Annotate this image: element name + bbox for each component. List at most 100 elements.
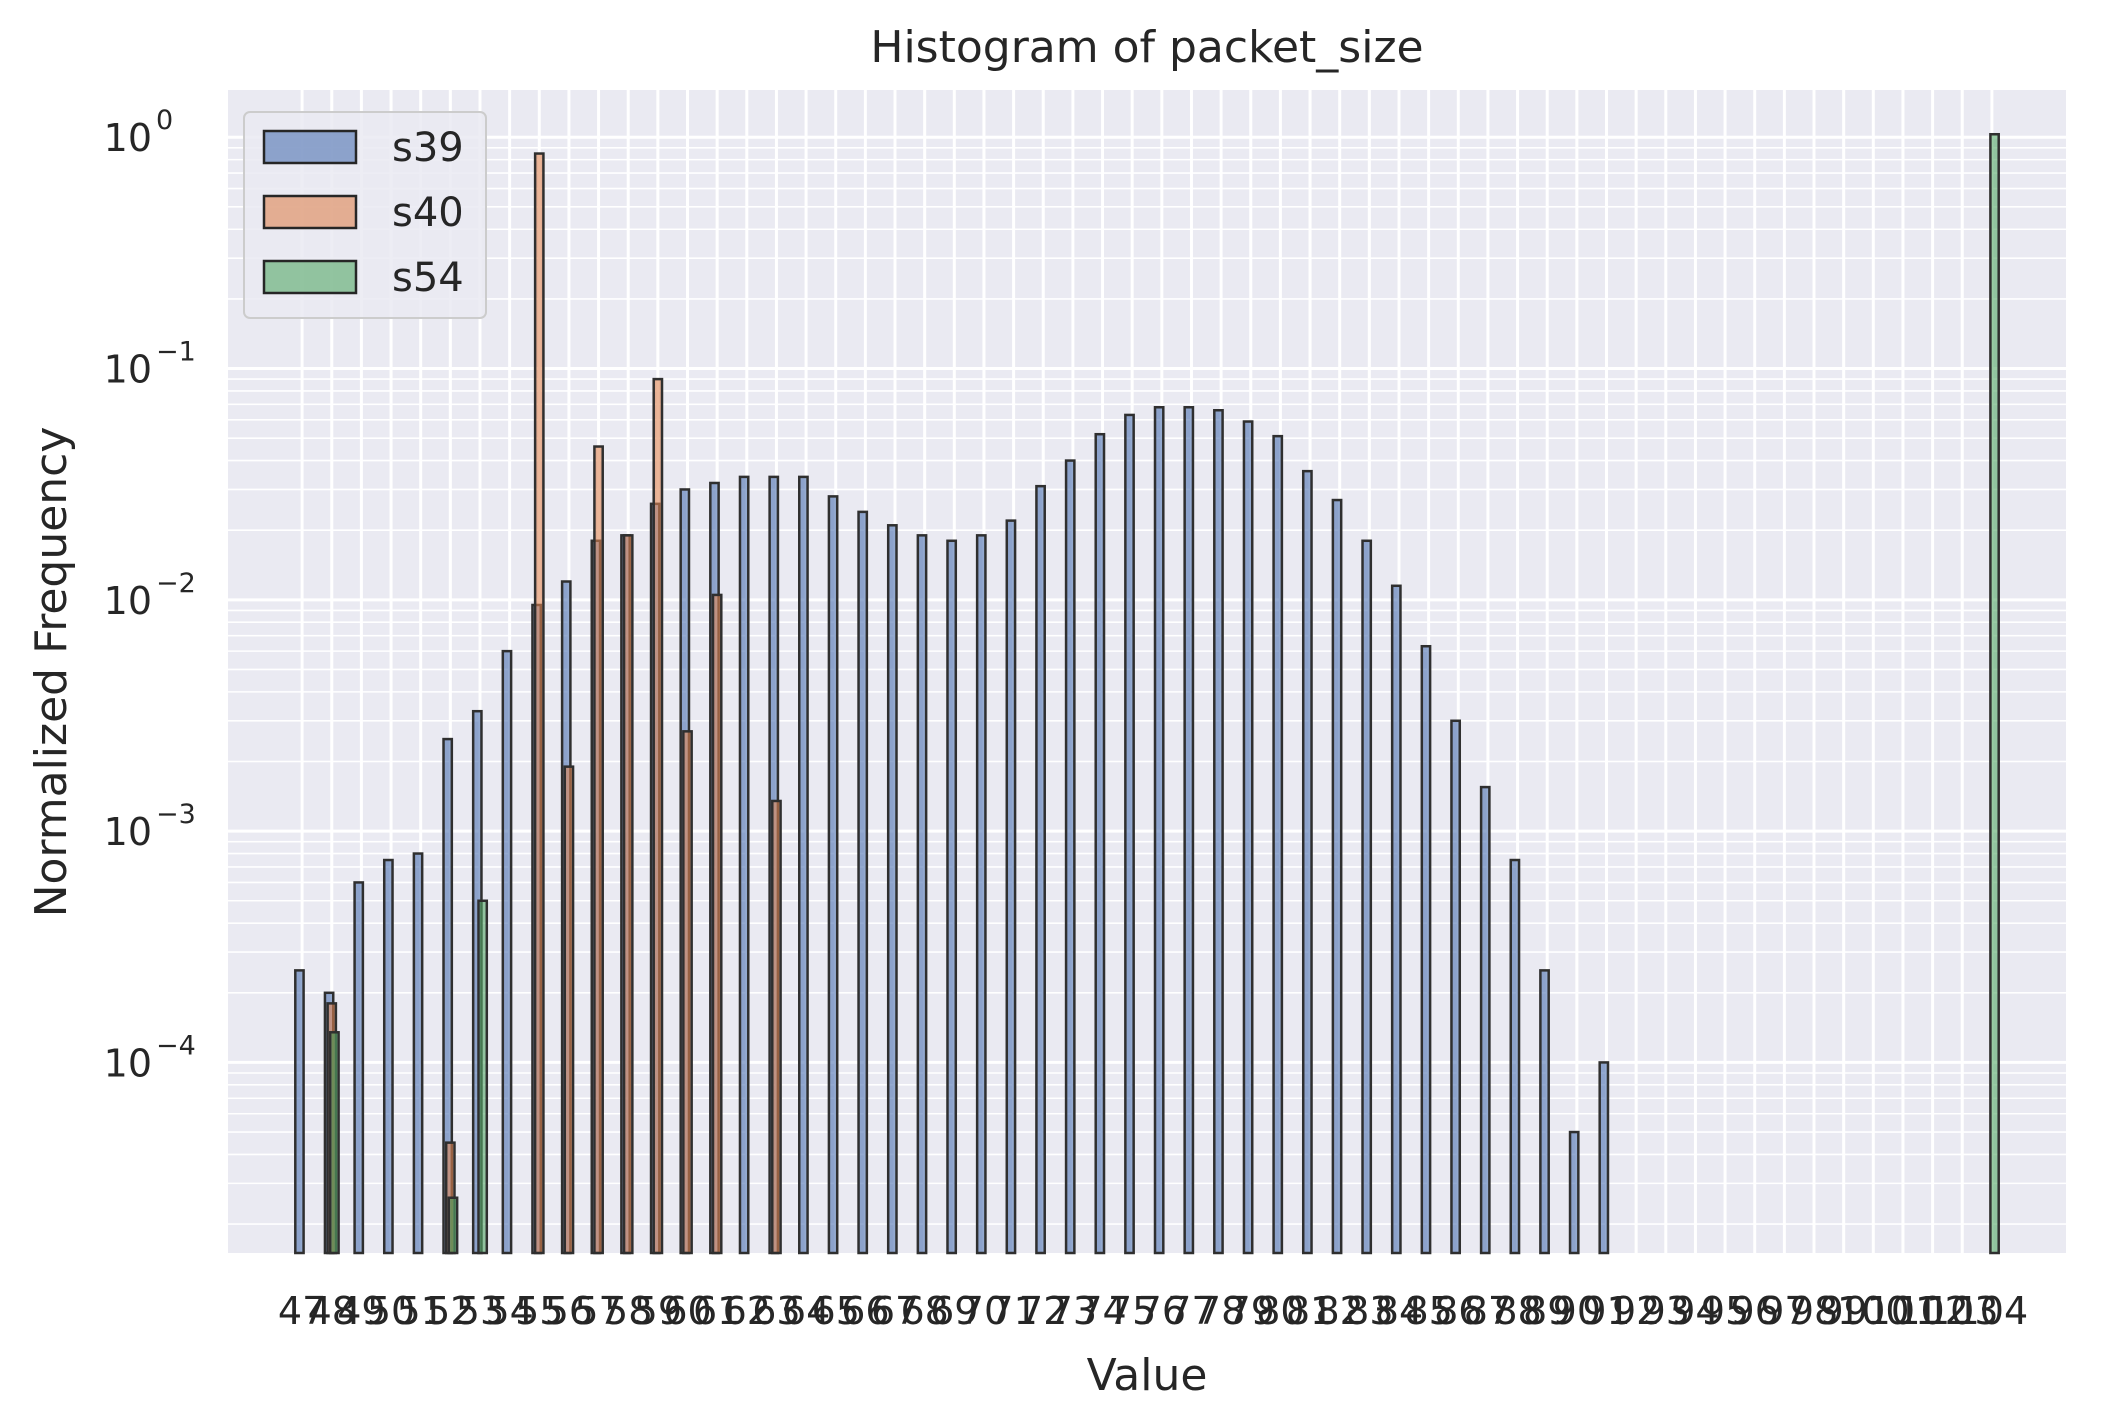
x-tick-labels: 4748495051525354555657585960616263646566… — [278, 1289, 2028, 1333]
bar-s39 — [1390, 584, 1402, 1255]
x-tick-label: 74 — [1078, 1289, 1126, 1333]
x-tick-label: 49 — [337, 1289, 385, 1333]
x-tick-label: 78 — [1197, 1289, 1245, 1333]
x-tick-label: 66 — [841, 1289, 889, 1333]
x-tick-label: 63 — [752, 1289, 800, 1333]
bar-s39 — [1450, 719, 1462, 1255]
y-tick-exponent: −2 — [156, 568, 196, 599]
y-tick-label: 10 0 — [104, 105, 174, 160]
x-tick-label: 88 — [1493, 1289, 1541, 1333]
x-tick-label: 55 — [515, 1289, 563, 1333]
bar-s40 — [711, 593, 723, 1255]
legend-label-s54: s54 — [392, 255, 464, 301]
x-tick-label: 73 — [1049, 1289, 1097, 1333]
bar-s39 — [827, 495, 839, 1255]
bar-s39 — [1301, 469, 1313, 1255]
bar-s39 — [1361, 539, 1373, 1255]
x-tick-label: 58 — [604, 1289, 652, 1333]
bar-s39 — [1331, 498, 1343, 1255]
y-tick-exponent: 0 — [156, 105, 173, 136]
y-tick-base: 10 — [104, 810, 152, 854]
x-tick-label: 97 — [1760, 1289, 1808, 1333]
legend-label-s39: s39 — [392, 125, 464, 171]
bar-s40 — [771, 799, 782, 1255]
bar-s39 — [946, 539, 958, 1255]
legend-swatch-s39 — [262, 129, 358, 165]
bar-s39 — [1272, 434, 1284, 1255]
bar-s54 — [447, 1196, 459, 1255]
bar-s39 — [1183, 406, 1195, 1255]
y-tick-exponent: −1 — [156, 337, 196, 368]
y-tick-base: 10 — [104, 1041, 152, 1085]
x-tick-label: 52 — [426, 1289, 474, 1333]
x-tick-label: 99 — [1819, 1289, 1867, 1333]
x-tick-label: 101 — [1867, 1289, 1940, 1333]
y-tick-base: 10 — [104, 116, 152, 160]
x-tick-label: 50 — [367, 1289, 415, 1333]
x-tick-label: 76 — [1138, 1289, 1186, 1333]
x-tick-label: 51 — [397, 1289, 445, 1333]
y-tick-exponent: −4 — [156, 1030, 196, 1061]
x-tick-label: 103 — [1926, 1289, 1999, 1333]
y-axis-label: Normalized Frequency — [26, 427, 77, 918]
x-tick-label: 67 — [871, 1289, 919, 1333]
bar-s39 — [1479, 785, 1491, 1255]
x-tick-label: 61 — [693, 1289, 741, 1333]
x-tick-label: 94 — [1671, 1289, 1719, 1333]
bar-s39 — [1568, 1130, 1580, 1255]
bar-s39 — [975, 534, 987, 1255]
x-tick-label: 70 — [960, 1289, 1008, 1333]
x-tick-label: 57 — [574, 1289, 622, 1333]
bar-s39 — [382, 858, 394, 1255]
bar-s40 — [533, 152, 545, 1255]
y-tick-label: 10 −3 — [104, 799, 196, 854]
x-tick-label: 59 — [634, 1289, 682, 1333]
bar-s39 — [294, 969, 305, 1255]
legend-swatch-s40 — [262, 194, 358, 230]
x-tick-label: 71 — [989, 1289, 1037, 1333]
bar-s39 — [738, 475, 750, 1255]
x-tick-label: 102 — [1896, 1289, 1969, 1333]
bar-s40 — [682, 730, 693, 1255]
y-tick-exponent: −3 — [156, 799, 196, 830]
chart-title: Histogram of packet_size — [870, 22, 1423, 73]
bars — [294, 132, 2000, 1255]
bar-s39 — [1213, 409, 1224, 1255]
x-tick-label: 98 — [1790, 1289, 1838, 1333]
x-tick-label: 85 — [1404, 1289, 1452, 1333]
x-tick-label: 104 — [1956, 1289, 2029, 1333]
x-tick-label: 47 — [278, 1289, 326, 1333]
bar-s39 — [353, 881, 365, 1255]
bar-s39 — [798, 475, 809, 1255]
x-tick-label: 96 — [1731, 1289, 1779, 1333]
x-tick-label: 95 — [1701, 1289, 1749, 1333]
x-tick-label: 72 — [1019, 1289, 1067, 1333]
bar-s39 — [1094, 432, 1106, 1255]
x-tick-label: 92 — [1612, 1289, 1660, 1333]
x-tick-label: 79 — [1227, 1289, 1275, 1333]
bar-s40 — [652, 377, 664, 1255]
x-tick-label: 62 — [723, 1289, 771, 1333]
bar-s39 — [1035, 484, 1046, 1255]
x-tick-label: 54 — [485, 1289, 533, 1333]
x-tick-label: 69 — [930, 1289, 978, 1333]
x-tick-label: 89 — [1523, 1289, 1571, 1333]
y-tick-label: 10 −1 — [104, 337, 196, 392]
x-tick-label: 75 — [1108, 1289, 1156, 1333]
x-tick-label: 60 — [663, 1289, 711, 1333]
x-tick-label: 64 — [782, 1289, 830, 1333]
bar-s39 — [1420, 644, 1432, 1255]
bar-s39 — [1509, 858, 1521, 1255]
bar-s39 — [1242, 420, 1254, 1255]
y-tick-base: 10 — [104, 579, 152, 623]
x-tick-label: 65 — [812, 1289, 860, 1333]
bar-s39 — [1124, 413, 1135, 1255]
legend: s39 s40 s54 — [243, 111, 487, 319]
x-tick-label: 77 — [1167, 1289, 1215, 1333]
x-tick-label: 56 — [545, 1289, 593, 1333]
bar-s39 — [1153, 406, 1165, 1255]
y-tick-label: 10 −2 — [104, 568, 196, 623]
bar-s39 — [916, 534, 928, 1255]
